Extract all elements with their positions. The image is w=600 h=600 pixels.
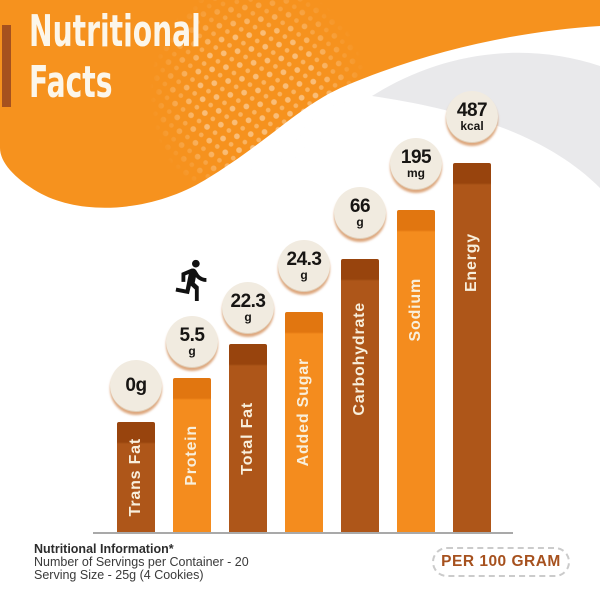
bar-label: Trans Fat	[127, 438, 144, 517]
value-unit: mg	[407, 166, 425, 180]
bar-energy: Energy	[453, 163, 491, 533]
value-number: 195	[400, 147, 432, 168]
header-orange-shape	[0, 0, 600, 208]
bar-sodium: Sodium	[397, 210, 435, 533]
bar-trans-fat: Trans Fat	[117, 422, 155, 533]
title-line-2: Facts	[29, 57, 113, 108]
bar-label: Sodium	[407, 278, 424, 342]
value-unit: g	[356, 215, 364, 229]
nutritional-information-block: Nutritional Information* Number of Servi…	[34, 543, 249, 581]
value-number: 66	[349, 196, 371, 217]
value-circle-added-sugar: 24.3 g	[278, 240, 330, 292]
bar-total-fat: Total Fat	[229, 344, 267, 533]
page-title: Nutritional Facts	[29, 6, 201, 108]
value-unit: g	[188, 344, 196, 358]
bar-label: Carbohydrate	[351, 302, 368, 416]
servings-line: Number of Servings per Container - 20	[34, 555, 249, 569]
value-circle-carbohydrate: 66 g	[334, 187, 386, 239]
serving-size-line: Serving Size - 25g (4 Cookies)	[34, 567, 204, 582]
value-unit: g	[300, 268, 308, 282]
bar-protein: Protein	[173, 378, 211, 533]
value-circle-protein: 5.5 g	[166, 316, 218, 368]
title-line-1: Nutritional	[29, 6, 201, 57]
per-100-gram-badge: PER 100 GRAM	[432, 547, 570, 577]
info-title: Nutritional Information*	[34, 542, 174, 556]
value-number: 5.5	[179, 325, 205, 346]
bar-label: Energy	[463, 233, 480, 293]
value-number: 22.3	[230, 291, 266, 312]
value-circle-total-fat: 22.3 g	[222, 282, 274, 334]
bar-label: Total Fat	[239, 402, 256, 475]
bar-label: Protein	[183, 425, 200, 486]
value-unit: g	[244, 310, 252, 324]
title-accent-bar	[2, 25, 11, 107]
chart-baseline	[93, 532, 513, 534]
value-circle-energy: 487 kcal	[446, 91, 498, 143]
bar-label: Added Sugar	[295, 357, 312, 467]
value-circle-trans-fat: 0g	[110, 360, 162, 412]
running-person-icon	[175, 259, 207, 302]
value-circle-sodium: 195 mg	[390, 138, 442, 190]
value-number: 0g	[125, 375, 147, 396]
value-number: 24.3	[286, 249, 322, 270]
bar-added-sugar: Added Sugar	[285, 312, 323, 533]
bar-carbohydrate: Carbohydrate	[341, 259, 379, 533]
value-number: 487	[456, 100, 488, 121]
value-unit: kcal	[460, 119, 484, 133]
